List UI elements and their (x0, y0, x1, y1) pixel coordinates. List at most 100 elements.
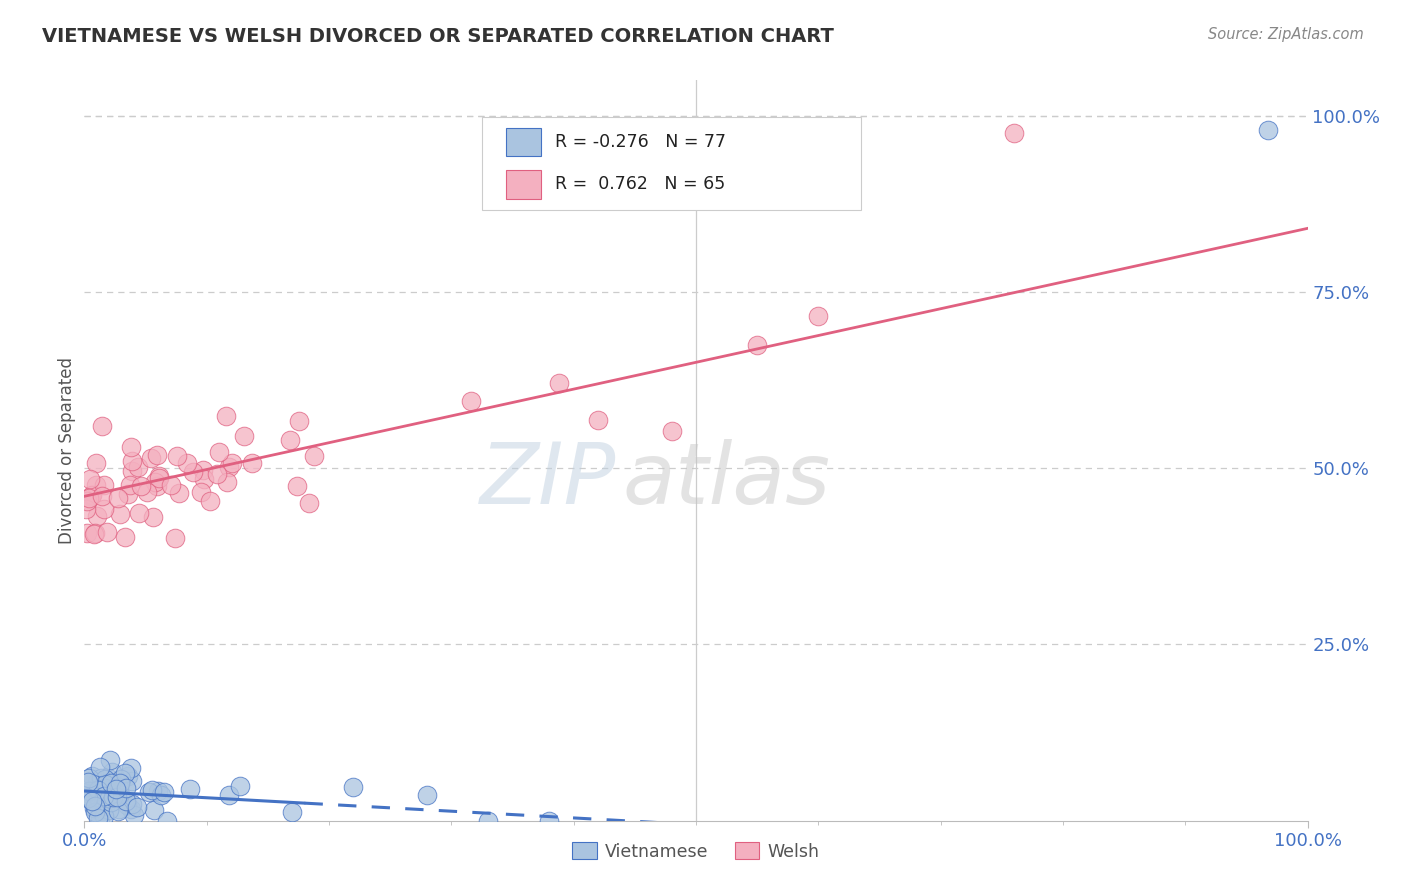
Point (138, 785, 160, 799)
Point (136, 485, 159, 500)
Point (76, 786, 98, 800)
Point (117, 769, 139, 783)
Point (80, 489, 103, 503)
Text: VIETNAMESE VS WELSH DIVORCED OR SEPARATED CORRELATION CHART: VIETNAMESE VS WELSH DIVORCED OR SEPARATE… (42, 27, 834, 45)
FancyBboxPatch shape (506, 128, 541, 156)
Point (93, 809, 115, 823)
Point (118, 478, 141, 492)
Text: R = -0.276   N = 77: R = -0.276 N = 77 (555, 133, 727, 151)
Point (80, 793, 103, 807)
Point (166, 450, 188, 464)
Point (91, 799, 114, 814)
Point (84, 456, 107, 470)
Point (87, 789, 110, 804)
Point (115, 797, 138, 812)
Point (127, 460, 149, 475)
Point (146, 448, 169, 462)
Point (77, 772, 100, 786)
Point (83, 801, 105, 815)
Point (160, 477, 183, 491)
Point (110, 772, 132, 786)
Point (91, 419, 114, 434)
Point (176, 456, 198, 470)
Point (129, 479, 152, 493)
Point (146, 479, 169, 493)
Point (93, 478, 115, 492)
Point (100, 795, 122, 809)
Point (165, 532, 187, 546)
Point (193, 472, 215, 486)
Point (101, 775, 124, 789)
Point (807, 309, 830, 323)
Text: atlas: atlas (623, 439, 831, 522)
Point (94, 772, 117, 787)
Point (76, 526, 98, 541)
Point (103, 789, 125, 803)
Point (114, 766, 136, 780)
Point (181, 465, 204, 479)
Point (97, 791, 120, 805)
Point (93, 780, 115, 795)
Point (285, 478, 308, 492)
Point (193, 462, 215, 476)
Point (153, 785, 176, 799)
Point (89, 812, 111, 826)
Point (87, 783, 110, 797)
Point (90, 489, 112, 503)
Point (155, 814, 177, 828)
Point (288, 414, 311, 428)
Point (83, 784, 105, 798)
Point (281, 805, 304, 820)
Point (75, 502, 97, 516)
FancyBboxPatch shape (506, 170, 541, 199)
Point (84, 805, 107, 819)
Point (214, 409, 236, 424)
Point (304, 450, 326, 464)
Point (108, 802, 131, 816)
Point (143, 475, 166, 489)
Point (86, 782, 108, 797)
Point (76, 494, 98, 508)
Point (141, 782, 163, 797)
Point (114, 530, 136, 544)
Point (86, 508, 108, 523)
Point (105, 789, 128, 804)
Point (76, 791, 98, 805)
Point (207, 467, 229, 481)
Point (83, 798, 105, 813)
Point (208, 444, 231, 458)
Point (477, 814, 499, 828)
Point (190, 485, 212, 500)
Point (96, 525, 118, 540)
Point (104, 782, 127, 797)
Point (117, 486, 139, 500)
Point (179, 782, 201, 797)
Text: R =  0.762   N = 65: R = 0.762 N = 65 (555, 176, 725, 194)
Point (218, 788, 240, 802)
Point (148, 783, 170, 797)
Point (233, 429, 256, 443)
Point (121, 797, 143, 811)
Point (93, 789, 115, 803)
Point (1002, 126, 1025, 140)
Point (84, 526, 107, 541)
Point (149, 788, 172, 802)
Point (661, 424, 683, 438)
Point (586, 413, 609, 427)
Point (115, 794, 138, 808)
Point (121, 454, 143, 468)
Point (460, 393, 482, 408)
Point (142, 510, 165, 524)
Point (198, 494, 221, 508)
Point (108, 507, 131, 521)
Point (93, 783, 115, 797)
Point (229, 779, 252, 793)
Point (221, 456, 243, 470)
Point (87, 782, 110, 797)
Point (79, 472, 101, 486)
Point (100, 776, 122, 790)
Point (122, 807, 145, 822)
Point (101, 764, 124, 779)
Point (98, 753, 121, 767)
Point (94, 790, 117, 805)
